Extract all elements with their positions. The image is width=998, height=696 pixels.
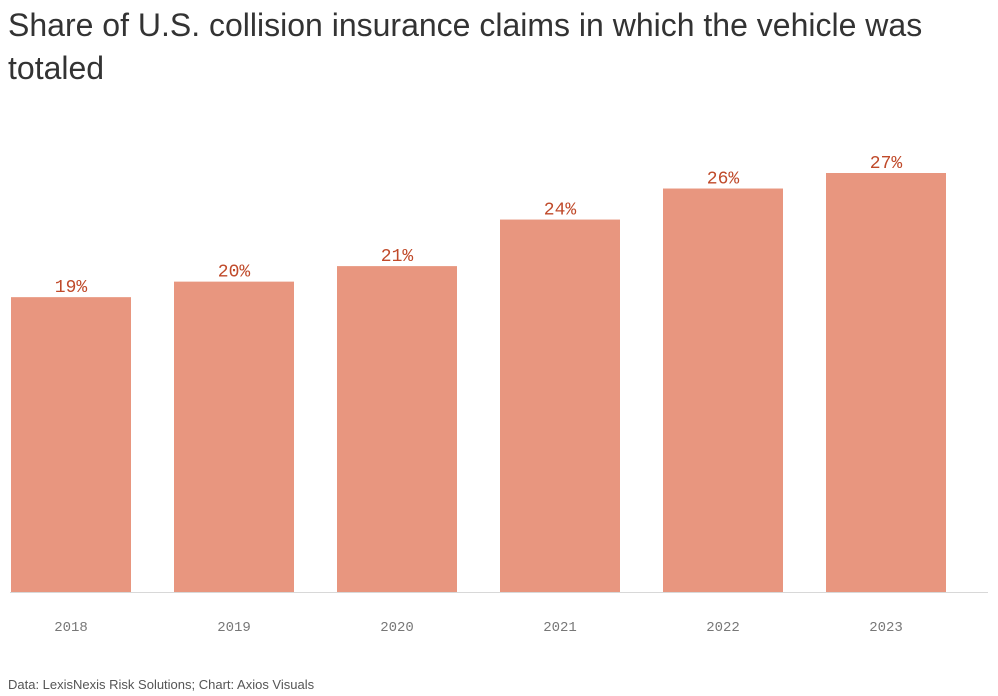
bar-chart: 19%20%21%24%26%27% 2018 2019 2020 2021 2022 2…: [10, 154, 988, 636]
bar-2019: [174, 281, 294, 592]
source-note: Data: LexisNexis Risk Solutions; Chart: …: [8, 677, 315, 692]
bar-2018: [11, 297, 131, 592]
value-label-2018: 19%: [55, 278, 88, 298]
value-labels-group: 19% 20% 21% 24% 26% 27%: [55, 154, 903, 298]
x-tick-label-2019: 2019: [217, 620, 251, 636]
value-label-2021: 24%: [544, 201, 577, 221]
bar-2023: [826, 173, 946, 592]
x-tick-label-2021: 2021: [543, 620, 577, 636]
x-tick-labels-group: 2018 2019 2020 2021 2022 2023: [54, 620, 903, 636]
bar-2022: [663, 188, 783, 592]
bars-group: [11, 173, 946, 593]
value-label-2023: 27%: [870, 154, 903, 174]
bar-2021: [500, 219, 620, 593]
chart-title: Share of U.S. collision insurance claims…: [8, 7, 923, 86]
x-tick-label-2018: 2018: [54, 620, 88, 636]
x-tick-label-2020: 2020: [380, 620, 414, 636]
x-tick-label-2023: 2023: [869, 620, 903, 636]
x-tick-label-2022: 2022: [706, 620, 740, 636]
value-label-2019: 20%: [218, 263, 251, 283]
bar-2020: [337, 266, 457, 592]
value-label-2022: 26%: [707, 170, 740, 190]
value-label-2020: 21%: [381, 247, 414, 267]
